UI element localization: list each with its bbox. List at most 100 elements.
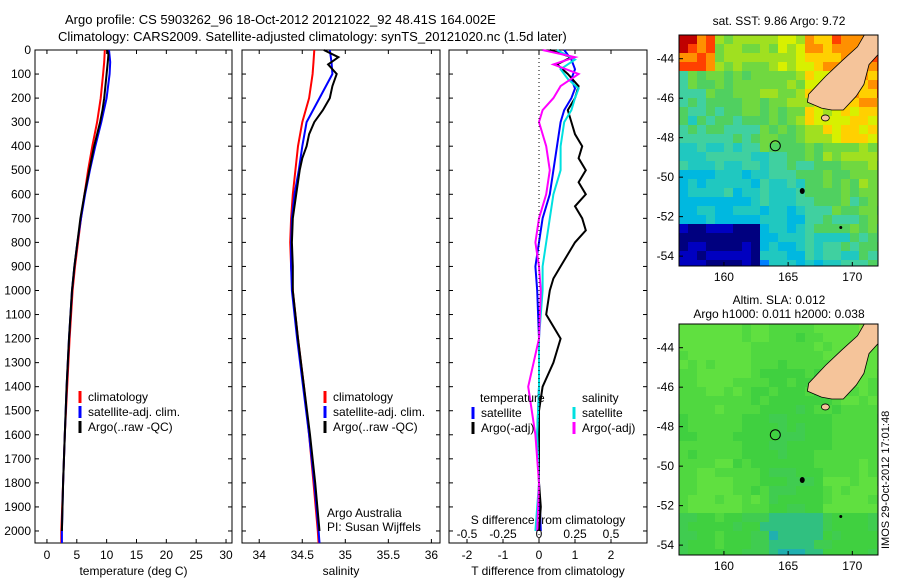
sla_map-cell xyxy=(769,324,779,334)
sla_map-cell xyxy=(751,450,761,460)
sst_map-cell xyxy=(796,125,806,135)
sst_map-cell xyxy=(760,215,770,225)
sst_map-cell xyxy=(760,116,770,126)
sla_map-cell xyxy=(679,396,689,406)
sla_map-cell xyxy=(796,549,806,555)
sst_map-cell xyxy=(787,134,797,144)
sst_map-y-tick-label: -54 xyxy=(657,249,675,263)
sla_map-cell xyxy=(778,405,788,415)
sla_map-cell xyxy=(832,432,842,442)
sla_map-cell xyxy=(814,522,824,532)
sst_map-cell xyxy=(787,251,797,261)
sst_map-cell xyxy=(760,224,770,234)
sst_map-cell xyxy=(733,44,743,54)
sla_map-cell xyxy=(769,414,779,424)
sst_map-cell xyxy=(706,251,716,261)
sla_map-cell xyxy=(841,540,851,550)
sla_map-cell xyxy=(868,387,878,397)
sst_map-cell xyxy=(688,179,698,189)
sla_map-cell xyxy=(724,423,734,433)
sst_map-cell xyxy=(697,35,707,45)
sla_map-cell xyxy=(724,513,734,523)
sst_map-cell xyxy=(742,80,752,90)
sst_map-cell xyxy=(868,170,878,180)
temperature-legend-2: Argo(..raw -QC) xyxy=(88,420,173,434)
sst_map-cell xyxy=(823,53,833,63)
sla_map-cell xyxy=(868,441,878,451)
sst_map-cell xyxy=(679,134,689,144)
sla_map-cell xyxy=(859,459,869,469)
sla_map-cell xyxy=(805,414,815,424)
sst_map-cell xyxy=(697,224,707,234)
sst_map-cell xyxy=(751,224,761,234)
sla_map-cell xyxy=(751,504,761,514)
sla_map-cell xyxy=(751,459,761,469)
sla_map-cell xyxy=(868,414,878,424)
campbell-island xyxy=(839,226,843,229)
sla_map-cell xyxy=(814,432,824,442)
argo-position-marker xyxy=(769,140,781,152)
sst_map-cell xyxy=(841,188,851,198)
sst_map-cell xyxy=(706,107,716,117)
sst_map-cell xyxy=(751,161,761,171)
sst_map-cell xyxy=(769,260,779,266)
sla_map-cell xyxy=(796,504,806,514)
salinity-x-tick-label: 35.5 xyxy=(377,548,401,562)
sst_map-cell xyxy=(850,242,860,252)
y-tick-label: 1100 xyxy=(5,308,31,322)
sla_map-cell xyxy=(733,513,743,523)
sst_map-cell xyxy=(715,107,725,117)
sla_map-cell xyxy=(742,522,752,532)
sla_map-cell xyxy=(859,486,869,496)
sst_map-cell xyxy=(778,197,788,207)
sst_map-y-tick-label: -48 xyxy=(657,131,675,145)
sla_map-cell xyxy=(787,387,797,397)
sst_map-cell xyxy=(706,161,716,171)
sla_map-cell xyxy=(760,396,770,406)
sst_map-cell xyxy=(841,251,851,261)
sst_map-cell xyxy=(787,179,797,189)
sst_map-cell xyxy=(796,161,806,171)
sla_map-cell xyxy=(787,495,797,505)
diff-legend-temp-1: Argo(-adj) xyxy=(481,421,534,435)
sla_map-cell xyxy=(697,360,707,370)
sst_map-cell xyxy=(832,233,842,243)
sla_map-cell xyxy=(760,351,770,361)
sst_map-cell xyxy=(805,35,815,45)
y-tick-label: 100 xyxy=(11,67,31,81)
stewart-island xyxy=(820,114,830,122)
y-tick-label: 1200 xyxy=(4,332,31,346)
sla_map-cell xyxy=(688,342,698,352)
sla_map-cell xyxy=(814,450,824,460)
sla_map-cell xyxy=(724,477,734,487)
sst_map-cell xyxy=(715,143,725,153)
sst_map-cell xyxy=(850,224,860,234)
salinity-x-tick-label: 34.5 xyxy=(291,548,315,562)
sst_map-cell xyxy=(868,98,878,108)
sla_map-cell xyxy=(859,504,869,514)
sla_map-cell xyxy=(859,387,869,397)
sst_map-cell xyxy=(832,179,842,189)
sla_map-cell xyxy=(688,369,698,379)
sst_map-cell xyxy=(841,134,851,144)
sla_map-cell xyxy=(850,324,860,334)
sla_map-cell xyxy=(733,459,743,469)
sst_map-cell xyxy=(724,35,734,45)
sla_map-cell xyxy=(697,459,707,469)
sst_map-cell xyxy=(850,215,860,225)
sst_map-cell xyxy=(805,215,815,225)
sst_map-cell xyxy=(796,35,806,45)
difference-x-tick-label: 0 xyxy=(536,548,543,562)
sst_map-cell xyxy=(787,125,797,135)
sla_map-cell xyxy=(841,450,851,460)
sst_map-cell xyxy=(778,215,788,225)
y-tick-label: 400 xyxy=(11,139,31,153)
sla_map-cell xyxy=(832,396,842,406)
sla_map-cell xyxy=(832,495,842,505)
sst_map-cell xyxy=(778,188,788,198)
sla_map-cell xyxy=(760,495,770,505)
sla_map-cell xyxy=(868,351,878,361)
sst_map-cell xyxy=(841,44,851,54)
sst_map-cell xyxy=(742,116,752,126)
sla_map-cell xyxy=(751,549,761,555)
